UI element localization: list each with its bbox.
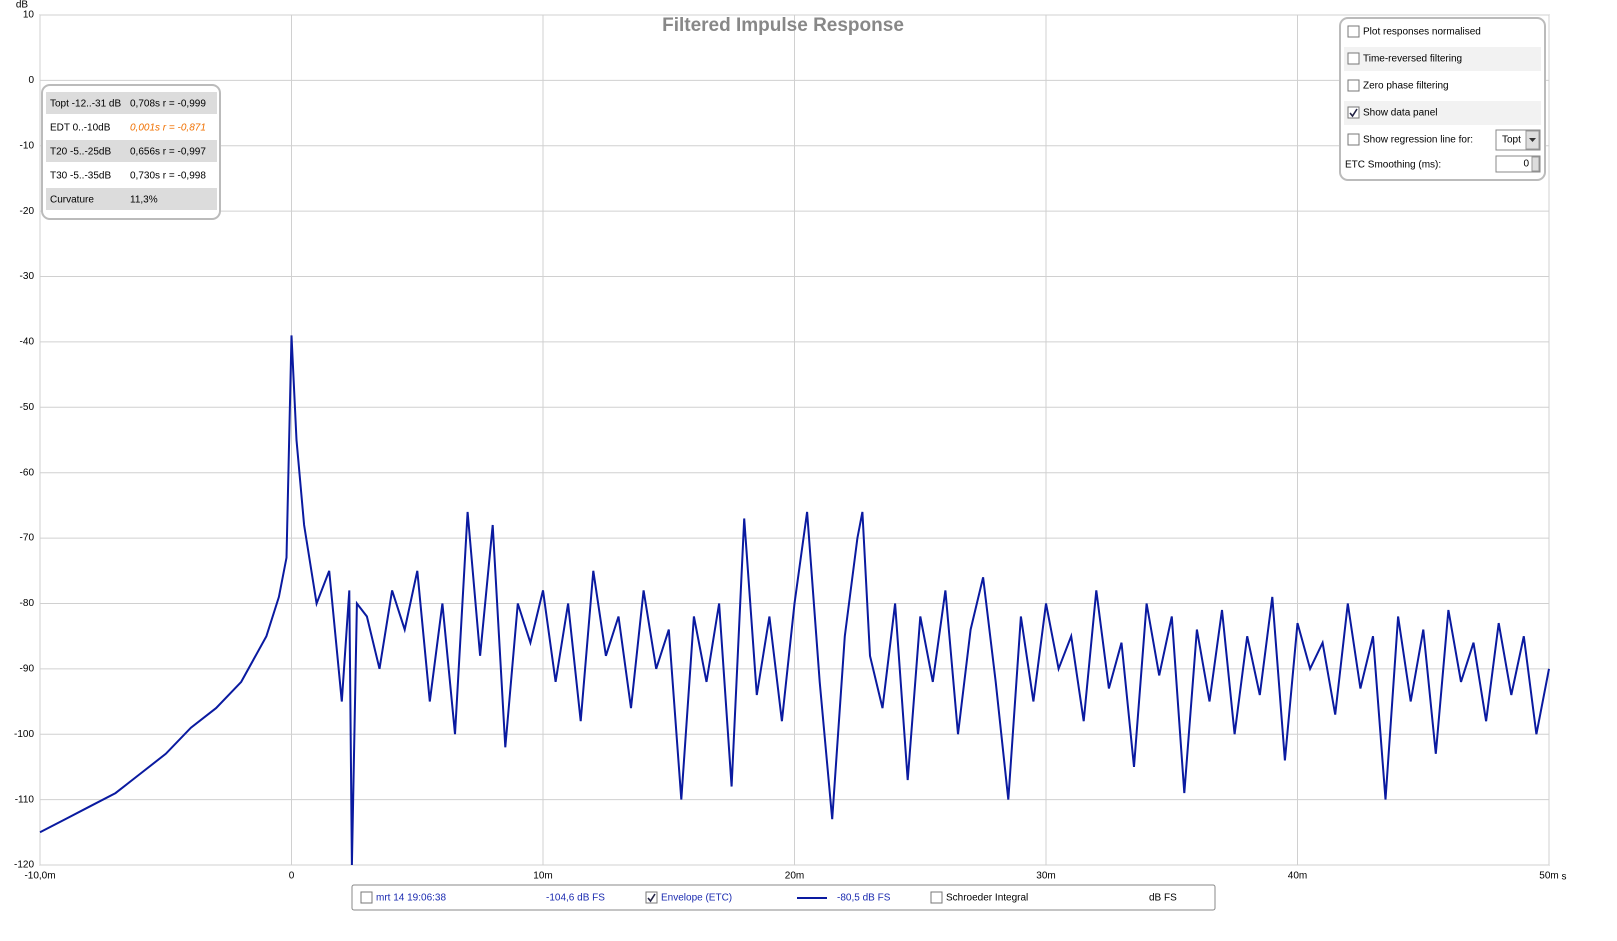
checkbox[interactable]	[645, 891, 658, 904]
spinner-value: 0	[1523, 159, 1529, 170]
legend-level: -80,5 dB FS	[837, 893, 891, 904]
legend-unit: dB FS	[1149, 893, 1177, 904]
panel-value: 0,708s r = -0,999	[130, 99, 206, 110]
y-tick-label: -50	[20, 402, 35, 413]
panel-label: Curvature	[50, 195, 94, 206]
y-tick-label: -70	[20, 533, 35, 544]
y-tick-label: -110	[15, 794, 35, 805]
y-axis-label: dB	[16, 0, 29, 11]
spinner[interactable]	[1495, 155, 1541, 173]
option-label: Show regression line for:	[1363, 135, 1473, 146]
checkbox[interactable]	[360, 891, 373, 904]
option-label: Show data panel	[1363, 108, 1438, 119]
check-mark	[1349, 108, 1358, 118]
y-tick-label: -100	[14, 729, 34, 740]
x-tick-label: 10m	[533, 871, 552, 882]
panel-value: 0,001s r = -0,871	[130, 123, 206, 134]
panel-value: 0,656s r = -0,997	[130, 147, 206, 158]
checkbox[interactable]	[930, 891, 943, 904]
panel-label: EDT 0..-10dB	[50, 123, 111, 134]
checkbox[interactable]	[1347, 133, 1360, 146]
panel-row	[46, 140, 217, 162]
x-axis-label: s	[1562, 872, 1567, 883]
panel-value: 0,730s r = -0,998	[130, 171, 206, 182]
x-tick-label: 50m	[1539, 871, 1558, 882]
panel-label: Topt -12..-31 dB	[50, 99, 121, 110]
x-tick-label: -10,0m	[24, 871, 55, 882]
check-mark	[647, 893, 656, 903]
panel-row	[1344, 47, 1541, 71]
panel-label: T20 -5..-25dB	[50, 147, 111, 158]
option-label: Time-reversed filtering	[1363, 54, 1462, 65]
y-tick-label: -20	[20, 206, 35, 217]
dropdown-arrow	[1529, 138, 1536, 142]
y-tick-label: -30	[20, 271, 35, 282]
checkbox[interactable]	[1347, 79, 1360, 92]
y-tick-label: 0	[28, 75, 34, 86]
panel-row	[1344, 101, 1541, 125]
x-tick-label: 30m	[1036, 871, 1055, 882]
spinner-buttons	[1531, 156, 1540, 172]
y-tick-label: 10	[23, 10, 35, 21]
x-tick-label: 0	[289, 871, 295, 882]
legend-bar	[351, 884, 1216, 911]
checkbox[interactable]	[1347, 52, 1360, 65]
chart-title: Filtered Impulse Response	[662, 15, 904, 36]
y-tick-label: -60	[20, 467, 35, 478]
legend-entry: Schroeder Integral	[946, 893, 1028, 904]
legend-entry: Envelope (ETC)	[661, 893, 732, 904]
panel-label: T30 -5..-35dB	[50, 171, 111, 182]
legend-level: -104,6 dB FS	[546, 893, 605, 904]
checkbox[interactable]	[1347, 25, 1360, 38]
panel-row	[46, 92, 217, 114]
dropdown-value: Topt	[1502, 135, 1521, 146]
panel-value: 11,3%	[130, 195, 158, 206]
y-tick-label: -40	[20, 337, 35, 348]
checkbox[interactable]	[1347, 106, 1360, 119]
legend-date: mrt 14 19:06:38	[376, 893, 446, 904]
x-tick-label: 40m	[1288, 871, 1307, 882]
smoothing-label: ETC Smoothing (ms):	[1345, 160, 1441, 171]
option-label: Zero phase filtering	[1363, 81, 1449, 92]
y-tick-label: -120	[14, 860, 34, 871]
line-series	[39, 335, 1550, 866]
panel-row	[46, 188, 217, 210]
y-tick-label: -10	[20, 140, 35, 151]
y-tick-label: -80	[20, 598, 35, 609]
option-label: Plot responses normalised	[1363, 27, 1481, 38]
x-tick-label: 20m	[785, 871, 804, 882]
y-tick-label: -90	[20, 663, 35, 674]
